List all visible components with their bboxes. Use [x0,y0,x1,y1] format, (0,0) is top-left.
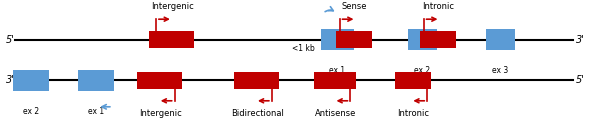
Text: 5': 5' [6,35,15,45]
Bar [420,31,456,48]
Text: <1 kb: <1 kb [292,44,314,53]
Text: ex 3: ex 3 [492,66,509,75]
Bar [137,72,182,89]
Text: ex 1: ex 1 [88,107,104,116]
Text: Bidirectional: Bidirectional [232,109,284,118]
Bar [395,72,431,89]
Bar [78,70,114,91]
Text: 3': 3' [576,35,585,45]
Bar [321,29,354,50]
Text: ex 2: ex 2 [415,66,430,75]
Bar [486,29,515,50]
Text: Intergenic: Intergenic [139,109,182,118]
Text: Intronic: Intronic [422,2,455,11]
Bar [408,29,437,50]
Text: ex 2: ex 2 [23,107,39,116]
Text: Antisense: Antisense [316,109,356,118]
Text: Intergenic: Intergenic [151,2,194,11]
Bar [149,31,194,48]
Bar [13,70,49,91]
Bar [314,72,356,89]
Text: 3': 3' [6,75,15,85]
Text: ex 1: ex 1 [329,66,346,75]
Bar [336,31,372,48]
Text: 5': 5' [576,75,585,85]
Bar [234,72,279,89]
Text: Intronic: Intronic [397,109,430,118]
Text: Sense: Sense [342,2,367,11]
